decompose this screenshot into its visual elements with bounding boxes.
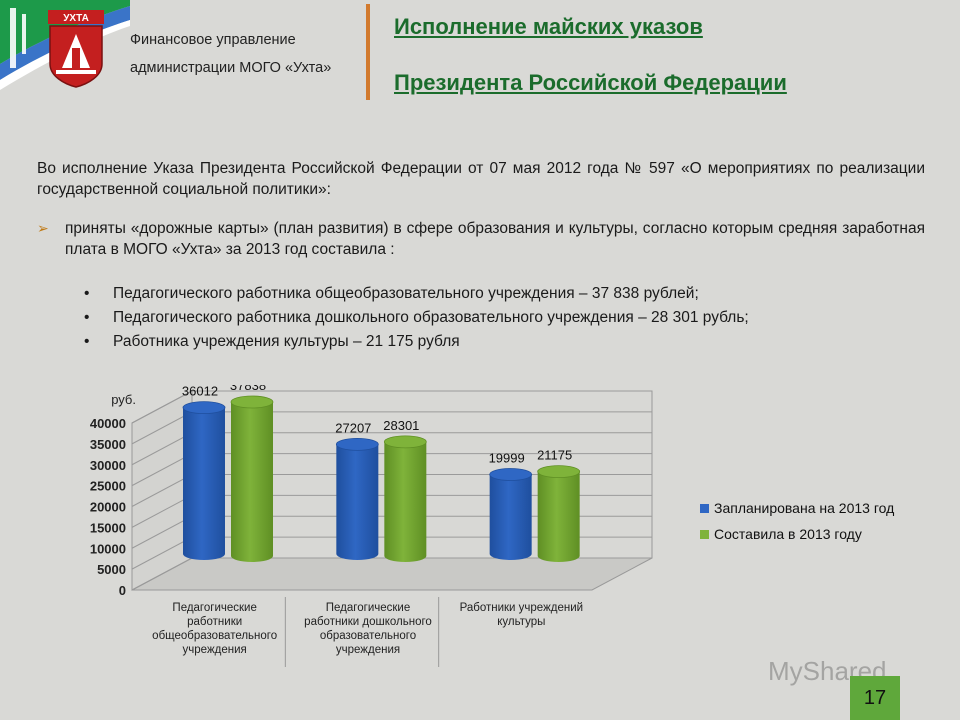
y-tick-label: 40000: [90, 416, 126, 431]
y-tick-label: 15000: [90, 520, 126, 535]
bar: [537, 471, 580, 562]
bar-top: [230, 395, 274, 409]
sub-point: ➢ приняты «дорожные карты» (план развити…: [37, 218, 925, 260]
x-tick-label: учреждения: [336, 644, 400, 656]
x-tick-label: Педагогические: [326, 602, 410, 614]
list-item-text: Педагогического работника дошкольного об…: [113, 309, 749, 326]
arrow-bullet-icon: ➢: [37, 220, 49, 236]
header-divider: [366, 4, 370, 100]
bar-top: [489, 468, 533, 481]
emblem-text: УХТА: [63, 13, 89, 24]
list-item-text: Работника учреждения культуры – 21 175 р…: [113, 333, 460, 350]
y-tick-label: 30000: [90, 458, 126, 473]
bar: [384, 441, 427, 562]
x-tick-label: работники дошкольного: [304, 616, 432, 628]
legend-swatch: [700, 504, 709, 513]
bar-top: [383, 435, 427, 449]
bar-top: [182, 401, 226, 415]
intro-paragraph: Во исполнение Указа Президента Российско…: [37, 160, 925, 198]
bar: [231, 402, 273, 562]
x-tick-label: работники: [187, 616, 242, 628]
page-title-line-2: Президента Российской Федерации: [394, 70, 787, 95]
y-tick-label: 10000: [90, 541, 126, 556]
page-title-line-1: Исполнение майских указов: [394, 14, 703, 39]
y-tick-label: 20000: [90, 500, 126, 515]
legend-label: Составила в 2013 году: [714, 526, 862, 542]
data-label: 37838: [230, 385, 266, 393]
bar: [336, 444, 379, 560]
x-tick-label: Педагогические: [172, 602, 256, 614]
chart-floor: [131, 557, 653, 591]
y-tick-label: 0: [119, 583, 126, 598]
data-label: 21175: [537, 448, 572, 463]
bar-top: [537, 465, 581, 478]
bullet-dot-icon: •: [84, 285, 90, 302]
org-line-1: Финансовое управление: [130, 32, 296, 48]
x-tick-label: Работники учреждений: [460, 602, 584, 614]
y-tick-label: 35000: [90, 437, 126, 452]
gridline: [131, 390, 652, 424]
city-emblem: УХТА: [46, 10, 106, 88]
slide-number: 17: [850, 676, 900, 720]
list-item-text: Педагогического работника общеобразовате…: [113, 285, 699, 302]
y-tick-label: 25000: [90, 479, 126, 494]
org-line-2: администрации МОГО «Ухта»: [130, 60, 332, 76]
legend-label: Запланирована на 2013 год: [714, 500, 894, 516]
bullet-dot-icon: •: [84, 309, 90, 326]
list-item: • Педагогического работника дошкольного о…: [37, 306, 925, 330]
x-tick-label: общеобразовательного: [152, 630, 277, 642]
sub-point-text: приняты «дорожные карты» (план развития)…: [65, 220, 925, 258]
x-tick-label: образовательного: [320, 630, 416, 642]
data-label: 27207: [335, 420, 371, 435]
x-tick-label: культуры: [497, 616, 545, 628]
data-label: 28301: [383, 418, 419, 433]
salary-list: • Педагогического работника общеобразоват…: [37, 282, 925, 354]
bar: [489, 474, 532, 560]
salary-bar-chart: 0 5000 10000 15000 20000 25000 30000 35000 40000…: [90, 385, 894, 667]
x-tick-label: учреждения: [183, 644, 247, 656]
list-item: • Работника учреждения культуры – 21 175 …: [37, 330, 925, 354]
y-axis-label: руб.: [111, 392, 136, 407]
y-tick-label: 5000: [97, 562, 126, 577]
legend-swatch: [700, 530, 709, 539]
list-item: • Педагогического работника общеобразоват…: [37, 282, 925, 306]
bar: [183, 407, 225, 560]
organization-name: Финансовое управление администрации МОГО…: [130, 26, 358, 82]
data-label: 36012: [182, 385, 218, 399]
main-content: Во исполнение Указа Президента Российско…: [37, 158, 925, 354]
bar-top: [335, 438, 379, 451]
data-label: 19999: [489, 451, 525, 466]
bullet-dot-icon: •: [84, 333, 90, 350]
